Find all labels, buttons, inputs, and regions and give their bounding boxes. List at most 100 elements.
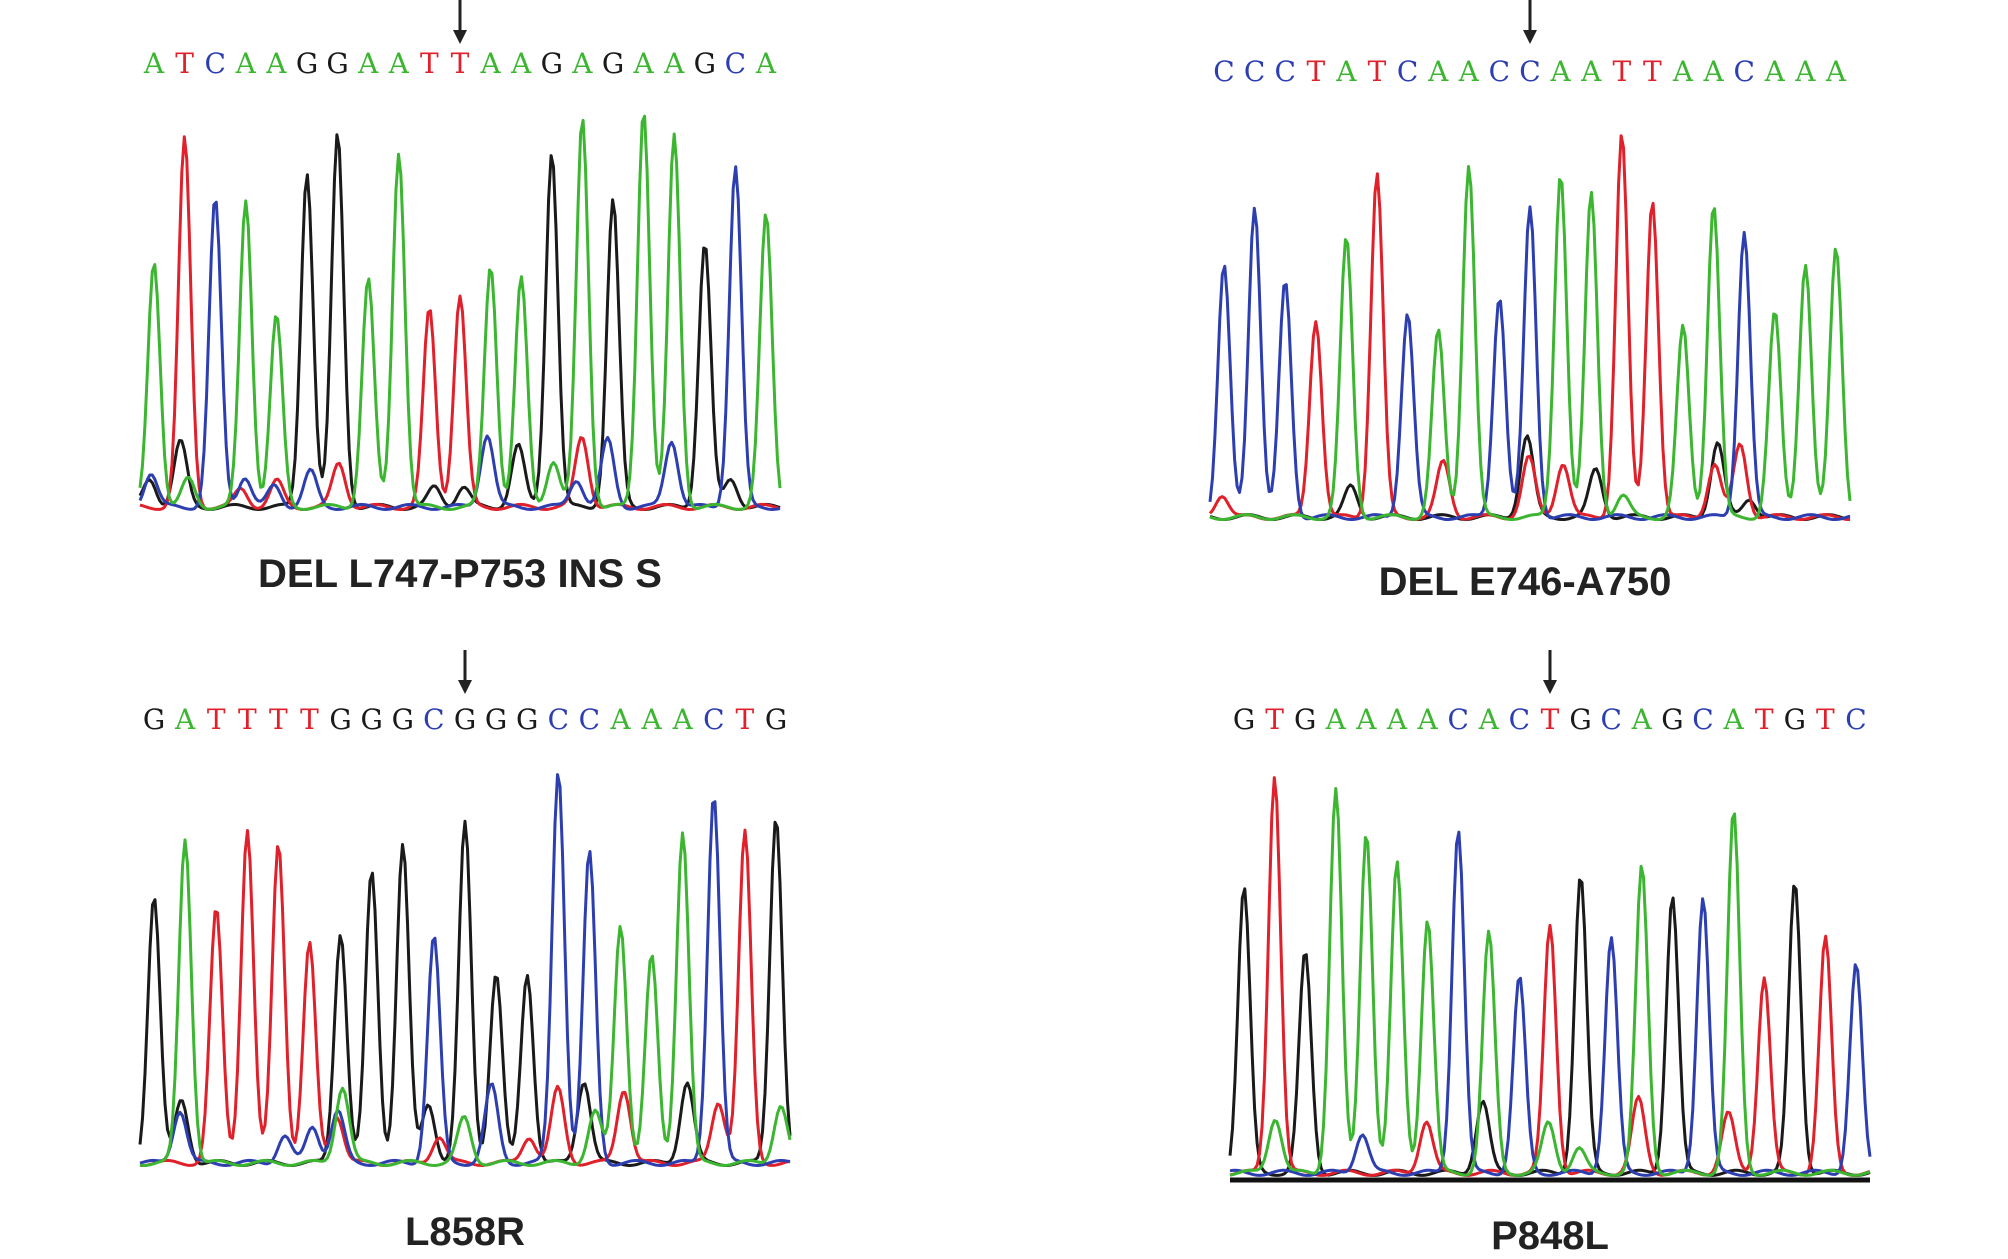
base-call-letter: G	[1294, 703, 1317, 736]
base-call-letter: A	[1386, 703, 1408, 736]
base-call-letter: A	[174, 703, 196, 736]
base-call-letter: G	[1661, 703, 1684, 736]
mutation-label: DEL E746-A750	[1378, 560, 1672, 604]
base-call-letter: A	[755, 47, 777, 80]
base-call-letter: T	[735, 703, 755, 736]
base-call-letter: G	[391, 703, 414, 736]
chromatogram-trace	[1208, 134, 1852, 521]
base-call-letter: T	[1367, 55, 1387, 88]
base-call-letter: A	[1428, 55, 1449, 88]
trace-channel-c	[1208, 205, 1851, 521]
chromatogram-trace	[1228, 776, 1872, 1183]
base-call-letter: A	[1764, 55, 1785, 88]
base-call-letter: C	[204, 47, 226, 80]
base-call-letter: G	[453, 703, 477, 736]
base-call-letter: T	[175, 47, 194, 80]
base-call-letter: G	[326, 47, 349, 80]
base-call-letter: T	[300, 703, 319, 736]
base-call-letter: A	[1458, 55, 1479, 88]
base-call-letter: A	[1631, 703, 1652, 736]
base-call-letter: G	[1232, 703, 1256, 736]
base-call-letter: A	[235, 47, 256, 80]
base-call-letter: A	[388, 47, 409, 80]
base-call-letter: C	[1488, 55, 1511, 88]
trace-channel-c	[1229, 830, 1872, 1177]
base-call-letter: A	[1550, 55, 1571, 88]
base-call-letter: C	[1519, 55, 1541, 88]
base-call-letter: C	[1213, 55, 1235, 88]
base-call-letter: C	[1733, 55, 1755, 88]
base-call-letter: A	[1417, 703, 1438, 736]
base-call-letter: A	[480, 47, 501, 80]
base-call-letter: G	[295, 47, 319, 80]
trace-channel-c	[139, 773, 791, 1167]
base-call-letter: T	[1540, 703, 1560, 736]
base-call-letter: G	[601, 47, 625, 80]
base-call-letter: T	[206, 703, 226, 736]
base-call-letter: A	[610, 703, 631, 736]
mutation-label: P848L	[1491, 1214, 1609, 1258]
base-call-letter: C	[1600, 703, 1622, 736]
base-call-letter: G	[516, 703, 539, 736]
base-call-letter: A	[511, 47, 532, 80]
mutation-label: L858R	[404, 1210, 526, 1254]
trace-channel-g	[138, 819, 792, 1167]
base-call-letter: T	[1265, 703, 1284, 736]
base-call-letter: T	[450, 47, 470, 80]
mutation-arrow-icon	[1523, 0, 1537, 44]
base-call-letter: C	[578, 703, 601, 736]
trace-channel-a	[1209, 165, 1852, 521]
base-call-letter: T	[1612, 55, 1632, 88]
base-call-letter: C	[1692, 703, 1714, 736]
base-call-letter: A	[672, 703, 693, 736]
base-call-letter: C	[1396, 55, 1419, 88]
base-call-letter: C	[1274, 55, 1296, 88]
base-call-letter: G	[484, 703, 508, 736]
chromatogram-trace	[138, 773, 792, 1167]
base-call-letter: A	[1672, 55, 1694, 88]
base-call-letter: C	[1447, 703, 1469, 736]
base-call-letter: A	[633, 47, 654, 80]
base-call-letter: A	[1478, 703, 1499, 736]
base-call-letter: G	[142, 703, 166, 736]
base-call-letter: A	[572, 47, 593, 80]
base-call-letter: G	[360, 703, 383, 736]
base-call-letter: A	[1581, 55, 1602, 88]
base-call-letter: C	[724, 47, 747, 80]
base-call-letter: C	[423, 703, 445, 736]
base-call-letter: G	[764, 703, 788, 736]
base-call-letter: G	[540, 47, 563, 80]
trace-channel-a	[138, 114, 782, 511]
base-call-letter: A	[143, 47, 165, 80]
base-call-letter: C	[1508, 703, 1531, 736]
base-call-letter: A	[664, 47, 685, 80]
base-call-letter: G	[1783, 703, 1806, 736]
mutation-arrow-icon	[458, 650, 472, 694]
trace-channel-t	[1229, 776, 1871, 1177]
base-call-letter: T	[1306, 55, 1326, 88]
base-call-letter: A	[1703, 55, 1724, 88]
trace-channel-g	[138, 133, 781, 511]
trace-channel-t	[139, 135, 781, 511]
base-call-letter: C	[1243, 55, 1266, 88]
base-call-letter: C	[547, 703, 570, 736]
trace-channel-a	[139, 831, 792, 1167]
base-call-letter: C	[1845, 703, 1867, 736]
base-call-letter: G	[693, 47, 716, 80]
base-call-letter: T	[269, 703, 288, 736]
mutation-arrow-icon	[453, 0, 467, 44]
base-call-letter: A	[1795, 55, 1816, 88]
base-call-letter: G	[329, 703, 352, 736]
base-call-letter: A	[1825, 55, 1847, 88]
mutation-label: DEL L747-P753 INS S	[258, 552, 662, 596]
base-call-letter: A	[358, 47, 379, 80]
